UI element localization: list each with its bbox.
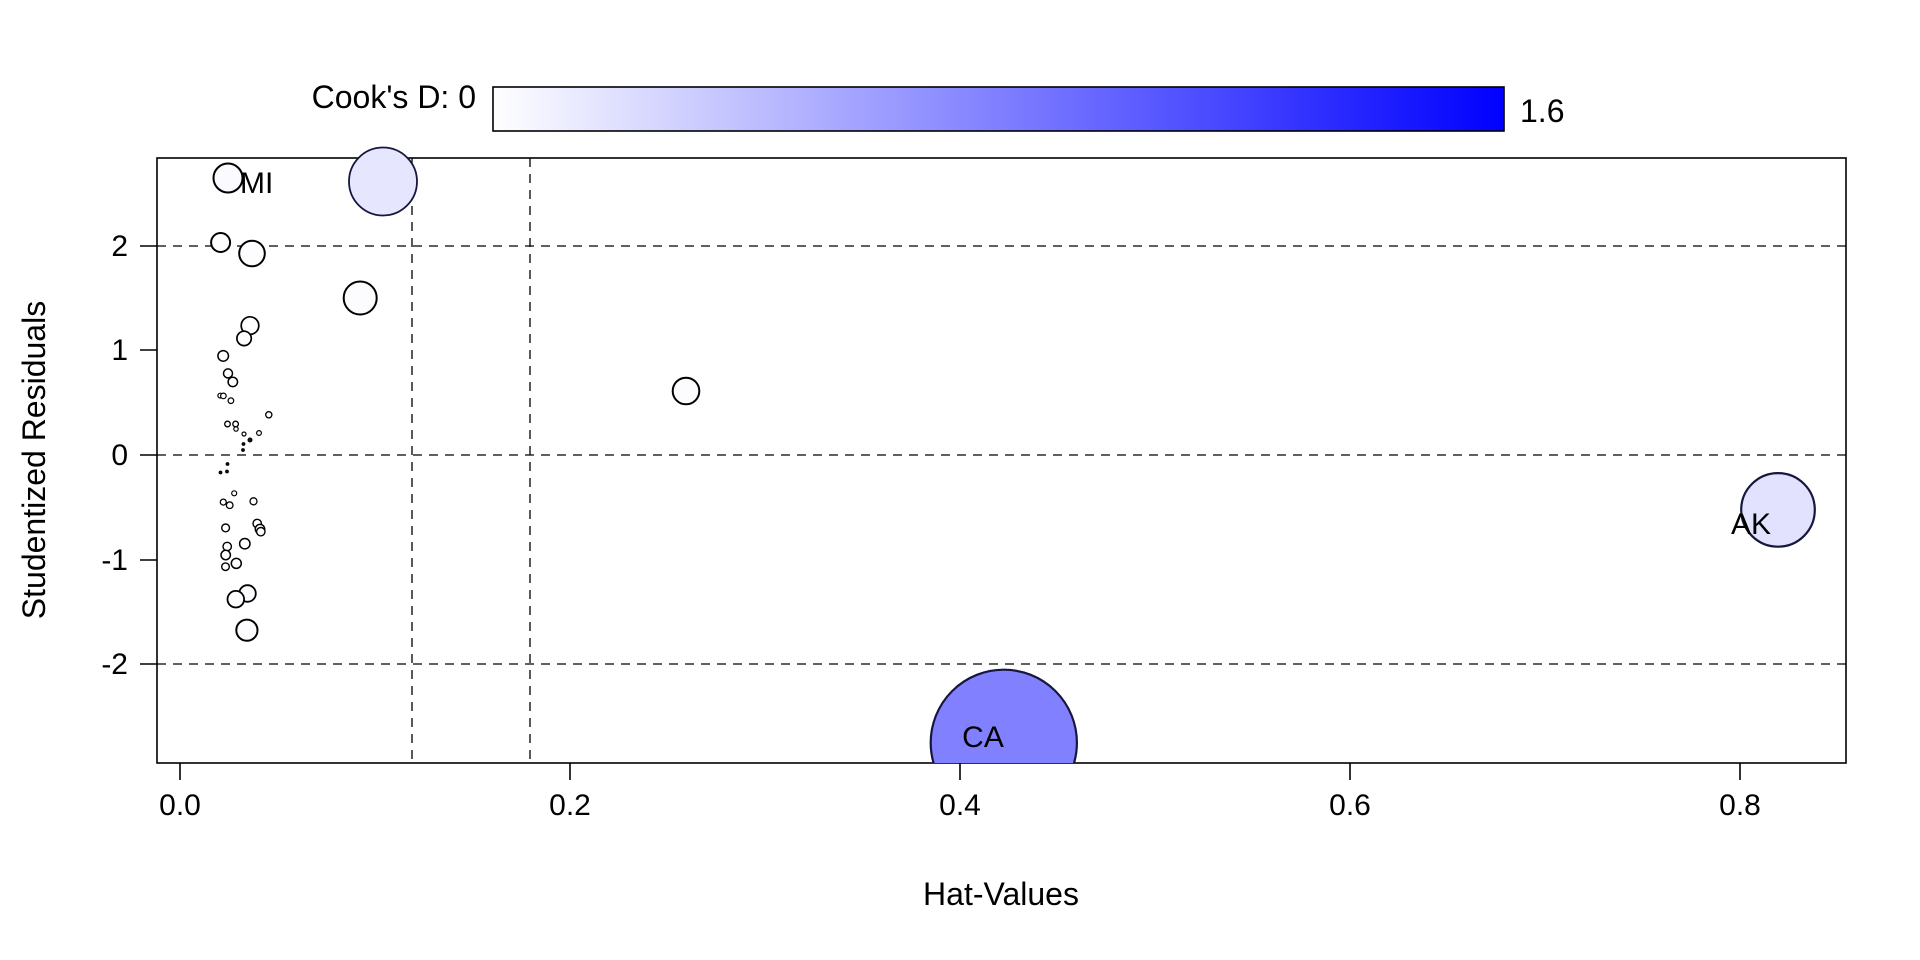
- svg-text:0.8: 0.8: [1719, 789, 1761, 822]
- svg-text:Hat-Values: Hat-Values: [923, 876, 1079, 912]
- svg-text:0.6: 0.6: [1329, 789, 1371, 822]
- svg-text:-1: -1: [101, 544, 128, 577]
- svg-text:0.4: 0.4: [939, 789, 981, 822]
- svg-text:-2: -2: [101, 648, 128, 681]
- svg-text:1.6: 1.6: [1520, 93, 1564, 129]
- svg-text:Studentized Residuals: Studentized Residuals: [16, 301, 52, 619]
- svg-text:2: 2: [111, 230, 128, 263]
- svg-text:AK: AK: [1731, 508, 1771, 541]
- svg-text:0: 0: [111, 439, 128, 472]
- svg-text:0.0: 0.0: [159, 789, 201, 822]
- svg-text:Cook's D: 0: Cook's D: 0: [312, 79, 476, 115]
- svg-text:CA: CA: [962, 721, 1004, 754]
- svg-text:1: 1: [111, 334, 128, 367]
- svg-text:MI: MI: [240, 167, 273, 200]
- svg-text:0.2: 0.2: [549, 789, 591, 822]
